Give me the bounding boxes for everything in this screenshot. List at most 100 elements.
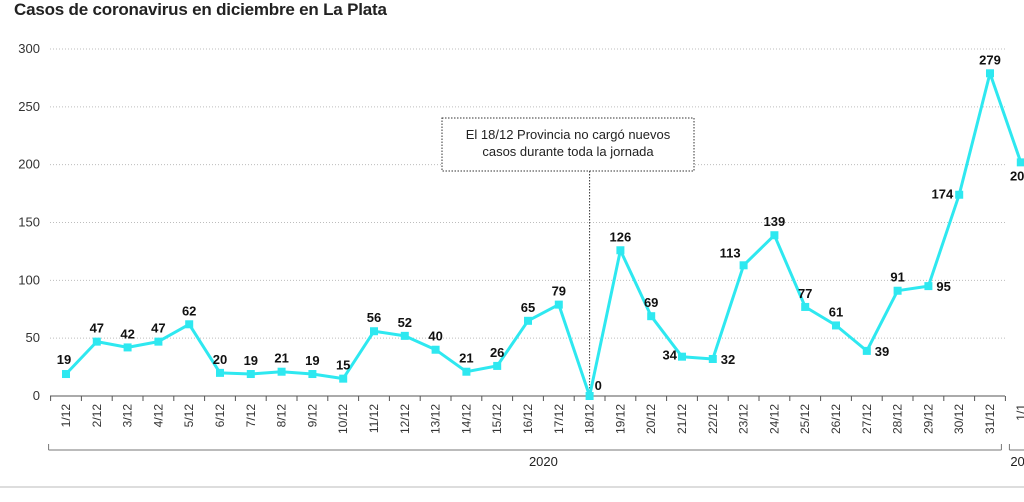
data-point [678,352,686,361]
data-label: 202 [1010,168,1024,183]
data-label: 19 [244,353,258,368]
data-label: 15 [336,358,350,373]
data-label: 42 [120,326,134,341]
data-point [616,246,625,255]
data-point [92,337,101,346]
data-labels: 19 47 42 47 62 20 19 21 19 15 56 52 40 21 26 65 79 0 126 69… [57,52,1024,393]
data-point [462,367,471,376]
series-layer [62,69,1024,400]
x-tick-label: 24/12 [767,404,781,434]
x-tick-label: 1/12 [59,404,73,428]
x-tick-label: 28/12 [891,404,905,434]
y-axis: 0 50 100 150 200 250 300 [18,41,40,403]
data-point [585,392,594,400]
data-label: 40 [428,329,442,344]
x-tick-label: 2/12 [90,404,104,428]
data-point [277,367,286,376]
year-groups: 2020 2021 [48,444,1024,469]
x-tick-label: 12/12 [398,404,412,434]
data-label: 62 [182,303,196,318]
data-label: 91 [890,270,904,285]
x-tick-label: 21/12 [675,404,689,434]
data-label: 65 [521,300,535,315]
data-label: 19 [305,353,319,368]
x-tick-label: 4/12 [151,404,165,428]
x-tick-label: 3/12 [121,404,135,428]
data-point [801,302,810,311]
data-point [1016,158,1024,167]
data-point [400,331,409,340]
series-line [64,71,1023,398]
data-label: 39 [875,344,889,359]
x-tick-label: 31/12 [983,404,997,434]
y-tick-label: 250 [18,99,40,114]
x-axis: 1/12 2/12 3/12 4/12 5/12 6/12 7/12 8/12 9/12 10/1… [50,395,1024,434]
y-tick-label: 0 [33,388,40,403]
data-point [832,321,840,330]
data-point [524,316,532,325]
y-tick-label: 300 [18,41,40,56]
x-tick-label: 13/12 [429,404,443,434]
data-label: 174 [931,187,953,202]
x-tick-label: 19/12 [613,404,627,434]
y-tick-label: 100 [18,272,40,287]
data-point [986,69,994,78]
y-tick-label: 200 [18,157,40,172]
data-label: 47 [90,321,104,336]
x-tick-label: 14/12 [459,404,473,434]
data-point [216,368,224,377]
data-label: 0 [595,378,602,393]
x-tick-label: 10/12 [336,404,350,434]
data-point [308,370,317,379]
y-tick-label: 50 [26,330,40,345]
annotation: El 18/12 Provincia no cargó nuevos casos … [441,117,695,396]
data-label: 52 [398,315,412,330]
data-point [493,361,502,370]
x-tick-label: 1/1 [1014,404,1024,421]
y-tick-label: 150 [18,215,40,230]
data-point [554,300,563,309]
x-tick-label: 16/12 [521,404,535,434]
grid-lines [50,48,1005,339]
data-point [862,346,871,355]
chart-title: Casos de coronavirus en diciembre en La … [14,0,387,19]
x-tick-label: 25/12 [798,404,812,434]
x-tick-label: 11/12 [367,404,381,433]
x-tick-label: 5/12 [182,404,196,428]
data-point [154,337,163,346]
data-point [924,282,933,291]
x-tick-label: 29/12 [921,404,935,434]
x-tick-label: 9/12 [305,404,319,428]
x-tick-label: 30/12 [952,404,966,434]
data-label: 20 [213,352,227,367]
data-label: 113 [720,245,741,260]
data-label: 21 [459,351,473,366]
data-label: 34 [663,348,678,363]
data-label: 21 [274,351,288,366]
x-tick-label: 22/12 [706,404,720,434]
data-point [647,312,656,321]
data-point [339,374,348,383]
x-tick-label: 26/12 [829,404,843,434]
x-tick-label: 15/12 [490,404,504,434]
x-tick-label: 17/12 [552,404,566,434]
data-point [431,345,440,354]
data-label: 126 [610,229,632,244]
x-tick-label: 6/12 [213,404,227,428]
x-tick-label: 23/12 [737,404,751,434]
data-label: 47 [151,321,165,336]
data-point [770,231,779,240]
data-point [739,261,748,270]
x-tick-label: 8/12 [275,404,289,428]
data-label: 61 [829,304,843,319]
data-label: 77 [798,286,812,301]
data-point [246,370,255,379]
x-tick-label: 27/12 [860,404,874,434]
data-label: 79 [552,284,566,299]
data-label: 26 [490,345,504,360]
data-label: 69 [644,295,658,310]
x-tick-label: 7/12 [244,404,258,428]
data-point [370,327,378,336]
x-tick-label: 18/12 [583,404,597,434]
